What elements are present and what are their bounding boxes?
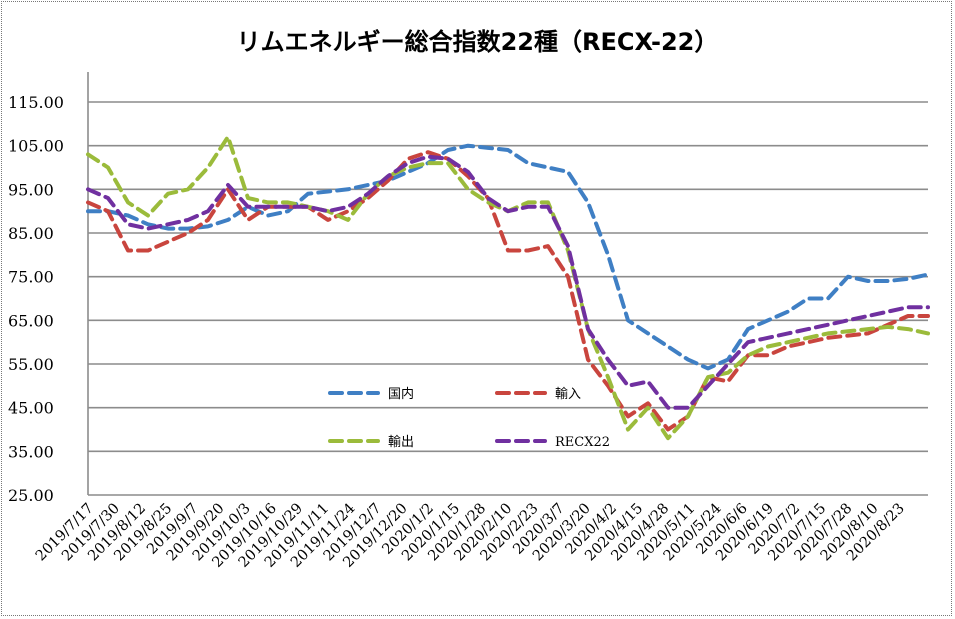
y-tick-label: 95.00 [8, 180, 54, 199]
y-tick-label: 85.00 [8, 224, 54, 243]
legend-label: 輸入 [555, 387, 581, 402]
y-tick-label: 75.00 [8, 268, 54, 287]
y-tick-label: 65.00 [8, 311, 54, 330]
chart-title: リムエネルギー総合指数22種（RECX-22） [236, 28, 719, 56]
legend-label: 国内 [388, 386, 414, 402]
y-tick-label: 105.00 [8, 137, 64, 156]
y-tick-label: 115.00 [8, 93, 64, 112]
legend-label: RECX22 [555, 435, 610, 450]
legend-label: 輸出 [388, 435, 414, 450]
y-tick-label: 25.00 [8, 486, 54, 505]
series-line-RECX22 [86, 154, 930, 410]
series-line-国内 [86, 143, 930, 371]
series-line-輸入 [86, 150, 930, 432]
y-tick-label: 55.00 [8, 355, 54, 374]
y-tick-label: 35.00 [8, 442, 54, 461]
y-tick-label: 45.00 [8, 399, 54, 418]
